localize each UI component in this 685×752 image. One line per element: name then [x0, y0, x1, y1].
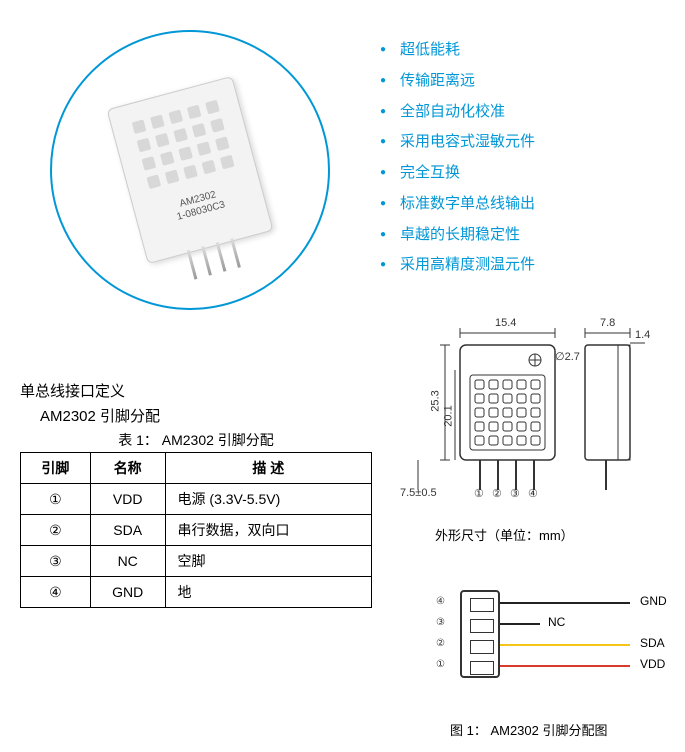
pin-label-nc: NC	[548, 615, 565, 629]
table-row: ② SDA 串行数据，双向口	[21, 515, 372, 546]
feature-item: 完全互换	[380, 158, 535, 189]
feature-item: 采用高精度测温元件	[380, 250, 535, 281]
pin-label-gnd: GND	[640, 594, 667, 608]
product-photo: AM2302 1-08030C3	[50, 30, 330, 310]
wire-sda	[500, 644, 630, 646]
table-row: ③ NC 空脚	[21, 546, 372, 577]
table-row: ① VDD 电源 (3.3V-5.5V)	[21, 484, 372, 515]
feature-item: 卓越的长期稳定性	[380, 220, 535, 251]
sensor-model-label: AM2302 1-08030C3	[173, 188, 227, 224]
dimension-diagram: 15.4 7.8 1.4 ∅2.7 25.3 20.1 7.5±0.5 ① ② …	[400, 315, 670, 515]
table-row: ④ GND 地	[21, 577, 372, 608]
table-caption: 表 1： AM2302 引脚分配	[20, 430, 372, 450]
feature-item: 全部自动化校准	[380, 97, 535, 128]
col-desc: 描 述	[165, 453, 371, 484]
wire-gnd	[500, 602, 630, 604]
feature-item: 标准数字单总线输出	[380, 189, 535, 220]
pin-label-vdd: VDD	[640, 657, 665, 671]
col-name: 名称	[90, 453, 165, 484]
figure-caption: 图 1： AM2302 引脚分配图	[450, 720, 608, 739]
col-pin: 引脚	[21, 453, 91, 484]
features-list: 超低能耗 传输距离远 全部自动化校准 采用电容式湿敏元件 完全互换 标准数字单总…	[380, 35, 535, 281]
dimension-svg	[400, 315, 670, 515]
pin-table-section: 单总线接口定义 AM2302 引脚分配 表 1： AM2302 引脚分配 引脚 …	[20, 380, 372, 608]
wire-nc	[500, 623, 540, 625]
dimension-caption: 外形尺寸（单位：mm）	[435, 525, 574, 544]
table-subheading: AM2302 引脚分配	[40, 405, 372, 426]
pin-label-sda: SDA	[640, 636, 665, 650]
pin-table: 引脚 名称 描 述 ① VDD 电源 (3.3V-5.5V) ② SDA 串行数…	[20, 452, 372, 608]
feature-item: 采用电容式湿敏元件	[380, 127, 535, 158]
pin-assignment-diagram: ④ ③ ② ① GND NC SDA VDD	[400, 580, 670, 730]
feature-item: 超低能耗	[380, 35, 535, 66]
feature-item: 传输距离远	[380, 66, 535, 97]
table-heading: 单总线接口定义	[20, 380, 372, 401]
wire-vdd	[500, 665, 630, 667]
connector-icon	[460, 590, 500, 678]
sensor-body: AM2302 1-08030C3	[107, 76, 274, 264]
